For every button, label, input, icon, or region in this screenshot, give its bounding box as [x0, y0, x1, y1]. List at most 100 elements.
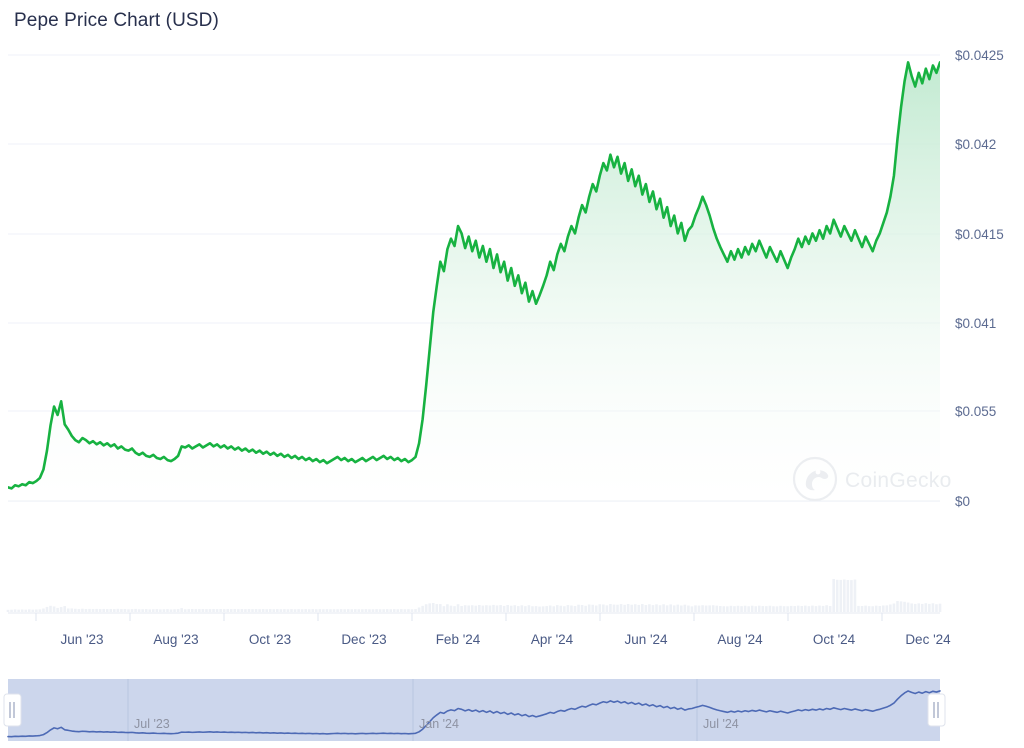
volume-bar	[889, 604, 892, 612]
volume-bar	[428, 603, 431, 612]
volume-bar	[353, 609, 357, 612]
volume-bar	[173, 609, 176, 612]
volume-bar	[215, 609, 219, 612]
volume-bar	[892, 603, 896, 612]
navigator-dividers	[127, 679, 698, 741]
volume-bar	[311, 609, 315, 612]
volume-bar	[88, 608, 91, 612]
volume-bar	[846, 580, 850, 612]
volume-bar	[594, 605, 598, 612]
volume-bar	[555, 605, 559, 612]
volume-bar	[644, 605, 648, 612]
volume-bar	[513, 605, 517, 612]
volume-bar	[577, 604, 580, 612]
volume-bar	[120, 609, 123, 612]
volume-bar	[66, 608, 70, 612]
volume-bar	[726, 606, 729, 612]
volume-bar	[219, 608, 222, 612]
page-title: Pepe Price Chart (USD)	[14, 10, 219, 31]
volume-bar	[371, 609, 375, 612]
volume-bar	[655, 604, 658, 612]
volume-bar	[38, 609, 42, 612]
volume-bar	[938, 603, 942, 612]
volume-bar	[857, 605, 860, 612]
volume-bar	[835, 579, 839, 612]
volume-bar	[392, 609, 396, 612]
navigator-left-handle[interactable]	[3, 693, 22, 727]
volume-bar	[187, 609, 191, 612]
volume-bar	[874, 605, 878, 612]
volume-bar	[6, 609, 10, 612]
volume-bar	[917, 603, 921, 612]
volume-bar	[84, 609, 88, 612]
volume-bar	[329, 609, 332, 612]
volume-bar	[70, 608, 74, 612]
volume-bar	[176, 609, 180, 612]
navigator-right-handle[interactable]	[927, 693, 946, 727]
volume-bar	[775, 606, 779, 612]
volume-bar	[658, 605, 662, 612]
volume-bar	[899, 601, 903, 612]
volume-bar	[293, 609, 297, 612]
volume-bar	[102, 608, 105, 612]
navigator-labels: Jul '23 Jan '24 Jul '24	[134, 717, 739, 731]
volume-bar	[265, 609, 268, 612]
volume-bar	[247, 609, 251, 612]
volume-bar	[400, 609, 403, 612]
volume-bar	[772, 606, 775, 612]
volume-bar	[470, 605, 474, 612]
volume-bar	[56, 607, 59, 612]
volume-bar	[77, 609, 81, 612]
volume-bar	[155, 609, 159, 612]
volume-bars	[6, 579, 942, 612]
volume-bar	[580, 605, 584, 612]
volume-bar	[240, 609, 244, 612]
x-axis-labels: Jun '23 Aug '23 Oct '23 Dec '23 Feb '24 Apr '…	[60, 632, 951, 647]
volume-bar	[793, 606, 797, 612]
volume-bar	[478, 605, 481, 612]
volume-bar	[626, 604, 630, 612]
volume-bar	[229, 609, 233, 612]
volume-bar	[765, 606, 768, 612]
volume-bar	[722, 606, 726, 612]
volume-bar	[378, 609, 382, 612]
volume-bar	[733, 606, 736, 612]
volume-bar	[779, 605, 782, 612]
volume-bar	[641, 604, 644, 612]
volume-bar	[98, 609, 102, 612]
volume-bar	[258, 609, 261, 612]
volume-bar	[814, 606, 818, 612]
volume-bar	[322, 609, 325, 612]
volume-bar	[612, 604, 616, 612]
volume-bar	[605, 605, 609, 612]
x-axis-tick-label: Oct '24	[813, 632, 856, 647]
volume-bar	[811, 605, 814, 612]
volume-bar	[268, 609, 272, 612]
volume-bar	[768, 605, 772, 612]
volume-bar	[212, 608, 215, 612]
navigator[interactable]: Jul '23 Jan '24 Jul '24	[3, 679, 946, 741]
volume-bar	[456, 604, 460, 612]
volume-bar	[931, 603, 935, 612]
volume-bar	[63, 606, 66, 612]
volume-bar	[237, 609, 240, 612]
volume-bar	[261, 609, 265, 612]
volume-bar	[633, 604, 637, 612]
volume-bar	[474, 605, 478, 612]
volume-bar	[920, 603, 924, 612]
volume-bar	[74, 608, 77, 612]
volume-bar	[467, 605, 470, 612]
y-axis-tick-label: $0.055	[955, 404, 996, 419]
volume-bar	[442, 606, 446, 612]
volume-bar	[81, 608, 84, 612]
volume-bar	[42, 608, 45, 612]
volume-bar	[180, 608, 183, 612]
volume-bar	[587, 604, 591, 612]
gecko-logo-icon	[792, 456, 838, 502]
volume-bar	[382, 609, 385, 612]
volume-bar	[244, 609, 247, 612]
volume-bar	[630, 604, 633, 612]
volume-bar	[251, 609, 254, 612]
